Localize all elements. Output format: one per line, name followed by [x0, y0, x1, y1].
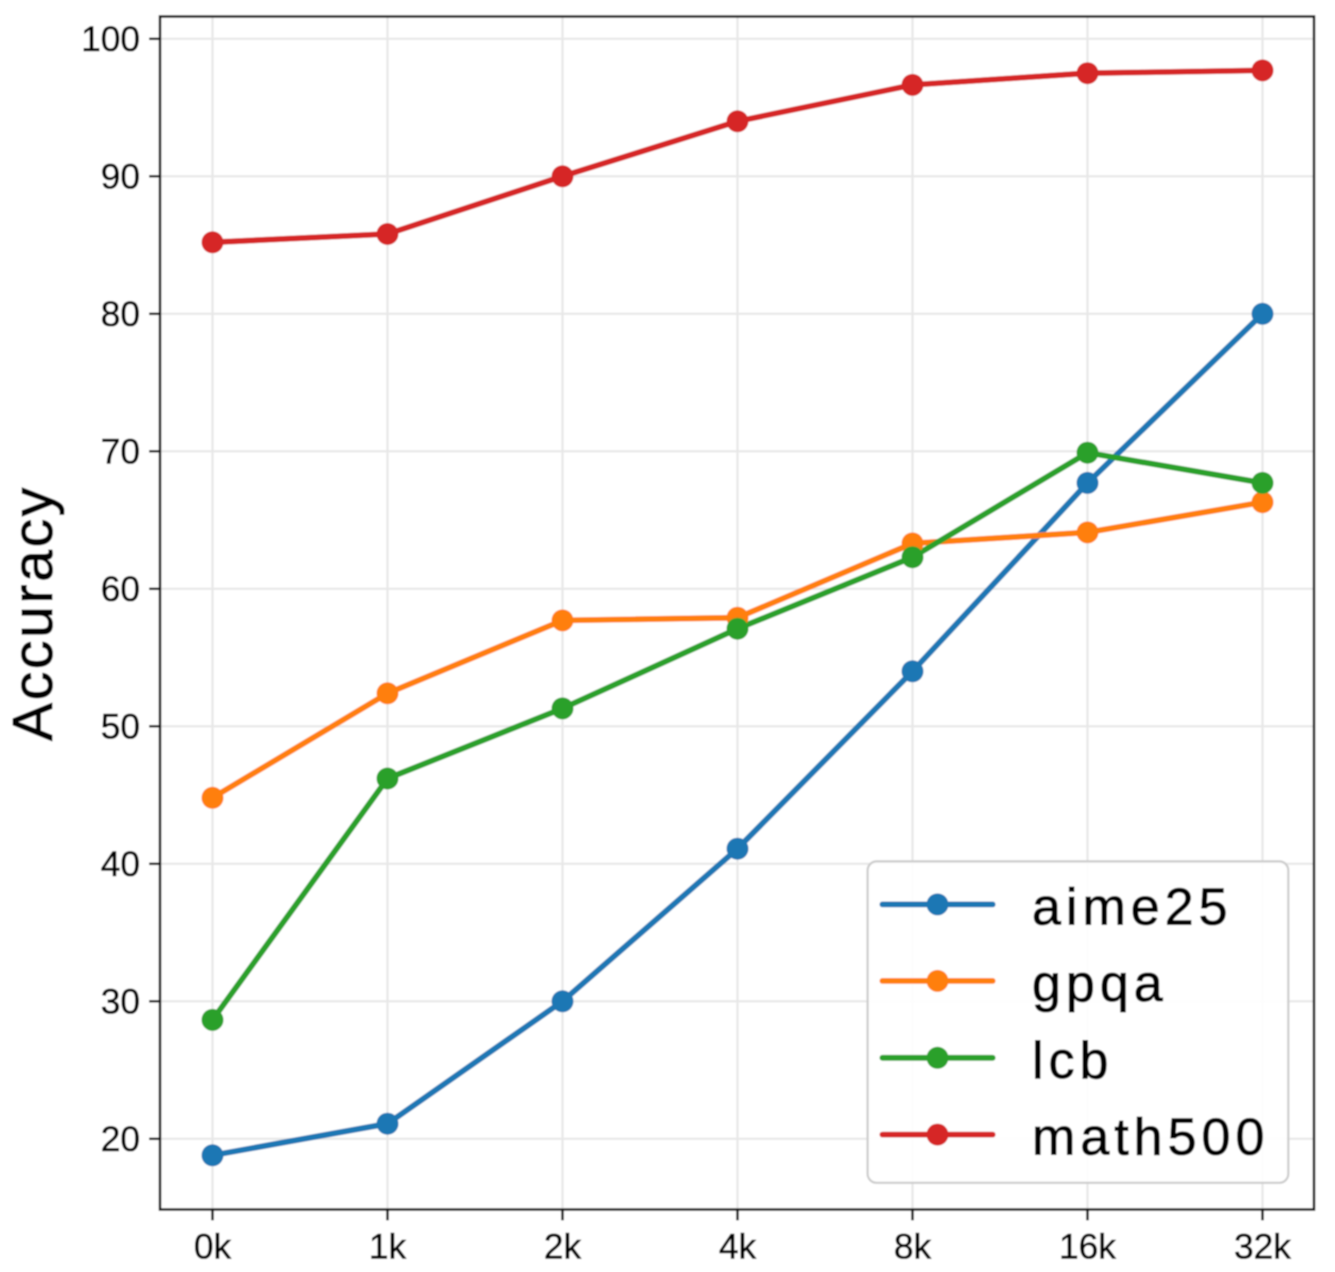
svg-text:20: 20 — [101, 1120, 140, 1159]
svg-text:8k: 8k — [894, 1228, 932, 1267]
svg-text:1k: 1k — [369, 1228, 407, 1267]
svg-text:gpqa: gpqa — [1032, 955, 1168, 1013]
svg-text:4k: 4k — [719, 1228, 757, 1267]
svg-text:100: 100 — [81, 20, 140, 59]
svg-text:80: 80 — [101, 295, 140, 334]
svg-text:70: 70 — [101, 433, 140, 472]
svg-text:16k: 16k — [1059, 1228, 1116, 1267]
svg-text:aime25: aime25 — [1032, 878, 1233, 936]
svg-text:0k: 0k — [194, 1228, 232, 1267]
svg-text:30: 30 — [101, 983, 140, 1022]
svg-text:60: 60 — [101, 570, 140, 609]
svg-text:Accuracy: Accuracy — [1, 485, 65, 741]
svg-text:90: 90 — [101, 158, 140, 197]
svg-text:40: 40 — [101, 845, 140, 884]
svg-text:lcb: lcb — [1032, 1032, 1113, 1090]
svg-text:50: 50 — [101, 708, 140, 747]
svg-text:2k: 2k — [544, 1228, 582, 1267]
svg-text:math500: math500 — [1032, 1109, 1269, 1167]
svg-text:32k: 32k — [1234, 1228, 1291, 1267]
